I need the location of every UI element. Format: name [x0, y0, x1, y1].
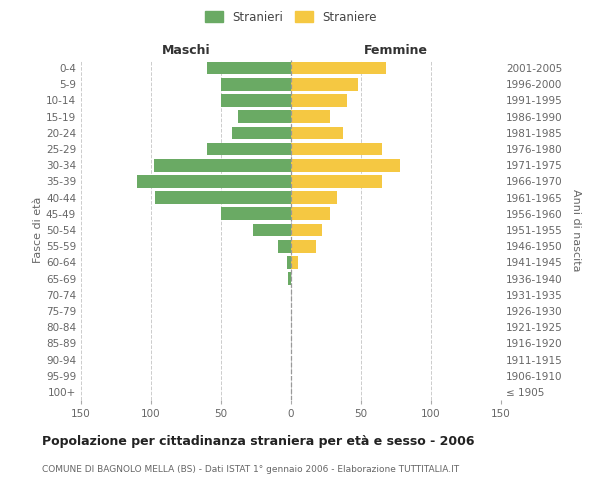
Text: Popolazione per cittadinanza straniera per età e sesso - 2006: Popolazione per cittadinanza straniera p…: [42, 435, 475, 448]
Bar: [155, 192, 291, 204]
Bar: [291, 256, 298, 268]
Bar: [291, 240, 316, 252]
Bar: [221, 94, 291, 107]
Bar: [207, 62, 291, 74]
Bar: [291, 94, 347, 107]
Bar: [253, 224, 291, 236]
Bar: [291, 224, 322, 236]
Bar: [288, 272, 291, 285]
Bar: [154, 159, 291, 172]
Bar: [291, 192, 337, 204]
Bar: [291, 62, 386, 74]
Bar: [291, 142, 382, 156]
Bar: [137, 175, 291, 188]
Bar: [221, 78, 291, 90]
Y-axis label: Anni di nascita: Anni di nascita: [571, 188, 581, 271]
Text: Femmine: Femmine: [364, 44, 428, 57]
Bar: [291, 208, 330, 220]
Y-axis label: Fasce di età: Fasce di età: [33, 197, 43, 263]
Bar: [207, 142, 291, 156]
Legend: Stranieri, Straniere: Stranieri, Straniere: [200, 6, 382, 28]
Text: Maschi: Maschi: [161, 44, 211, 57]
Bar: [291, 110, 330, 123]
Bar: [291, 175, 382, 188]
Bar: [291, 159, 400, 172]
Text: COMUNE DI BAGNOLO MELLA (BS) - Dati ISTAT 1° gennaio 2006 - Elaborazione TUTTITA: COMUNE DI BAGNOLO MELLA (BS) - Dati ISTA…: [42, 465, 459, 474]
Bar: [278, 240, 291, 252]
Bar: [232, 126, 291, 139]
Bar: [287, 256, 291, 268]
Bar: [221, 208, 291, 220]
Bar: [291, 126, 343, 139]
Bar: [238, 110, 291, 123]
Bar: [291, 78, 358, 90]
